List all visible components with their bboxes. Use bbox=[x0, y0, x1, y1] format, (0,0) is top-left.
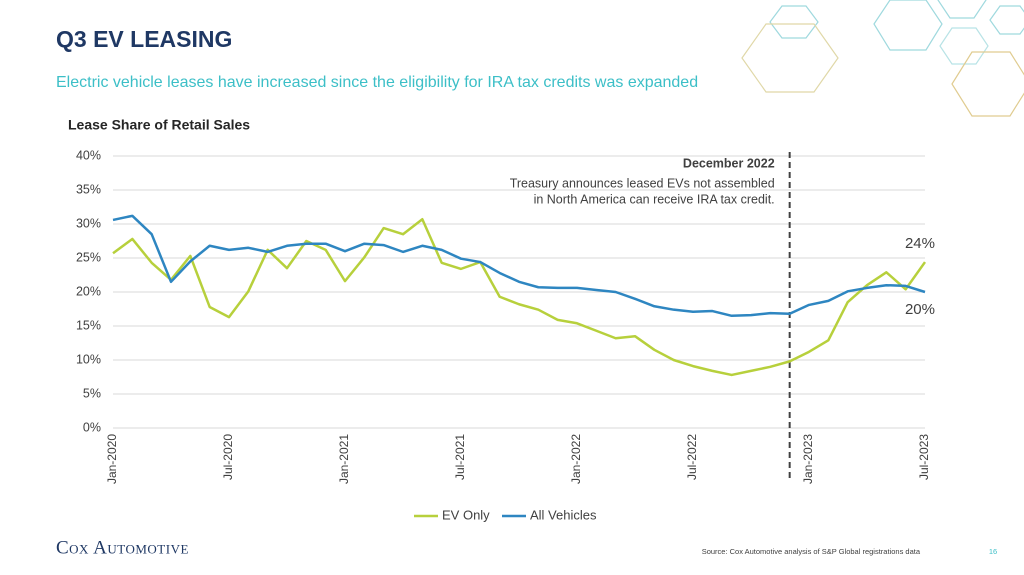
source: Source: Cox Automotive analysis of S&P G… bbox=[702, 547, 921, 556]
x-tick-label: Jul-2021 bbox=[453, 434, 467, 480]
y-tick-label: 0% bbox=[83, 420, 101, 434]
annotation-text: in North America can receive IRA tax cre… bbox=[534, 192, 775, 206]
series-line bbox=[112, 217, 927, 377]
chart-title: Lease Share of Retail Sales bbox=[68, 117, 250, 133]
legend-label: EV Only bbox=[442, 507, 490, 522]
x-tick-label: Jan-2023 bbox=[801, 434, 815, 484]
slide-title: Q3 EV LEASING bbox=[56, 26, 232, 52]
annotation-text: Treasury announces leased EVs not assemb… bbox=[510, 176, 775, 190]
hexagon-decoration bbox=[741, 0, 1024, 117]
y-tick-label: 5% bbox=[83, 386, 101, 400]
x-tick-label: Jul-2020 bbox=[221, 434, 235, 480]
data-label: 20% bbox=[905, 301, 935, 318]
x-tick-label: Jul-2022 bbox=[685, 434, 699, 480]
y-tick-label: 20% bbox=[76, 284, 101, 298]
y-tick-label: 35% bbox=[76, 182, 101, 196]
x-tick-label: Jan-2021 bbox=[337, 434, 351, 484]
series-line bbox=[112, 214, 926, 318]
data-label: 24% bbox=[905, 235, 935, 252]
logo: Cox Automotive bbox=[56, 537, 189, 558]
y-tick-label: 25% bbox=[76, 250, 101, 264]
legend-label: All Vehicles bbox=[530, 507, 597, 522]
slide-subtitle: Electric vehicle leases have increased s… bbox=[56, 74, 698, 91]
page-number: 16 bbox=[989, 547, 997, 556]
y-tick-label: 30% bbox=[76, 216, 101, 230]
y-tick-label: 10% bbox=[76, 352, 101, 366]
x-tick-label: Jan-2020 bbox=[105, 434, 119, 484]
y-tick-label: 40% bbox=[76, 148, 101, 162]
x-tick-label: Jul-2023 bbox=[917, 434, 931, 480]
x-tick-label: Jan-2022 bbox=[569, 434, 583, 484]
annotation-title: December 2022 bbox=[683, 156, 775, 170]
y-tick-label: 15% bbox=[76, 318, 101, 332]
